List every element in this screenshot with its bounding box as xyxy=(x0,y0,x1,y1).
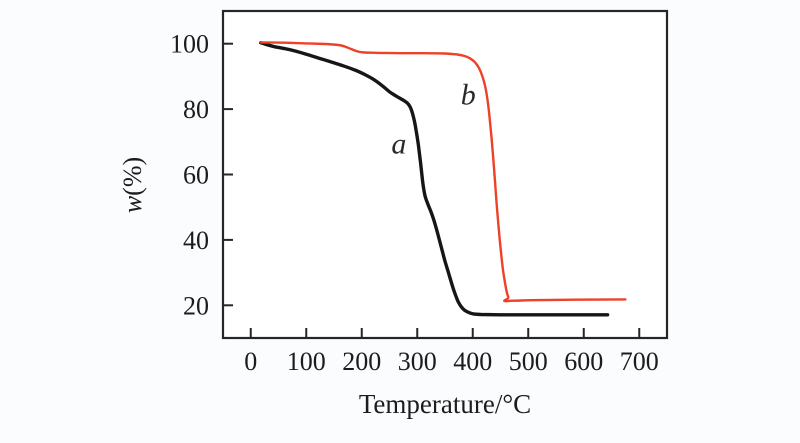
x-tick-label: 400 xyxy=(453,347,492,376)
y-tick-label: 40 xyxy=(183,226,209,255)
curve-b xyxy=(259,41,627,303)
y-axis-ticks: 20 40 60 80 100 xyxy=(170,30,233,320)
curves xyxy=(259,41,627,317)
x-tick-label: 0 xyxy=(244,347,257,376)
x-axis-ticks: 0 100 200 300 400 500 600 700 xyxy=(244,328,659,376)
x-tick-label: 700 xyxy=(620,347,659,376)
x-tick-label: 200 xyxy=(342,347,381,376)
y-tick-label: 100 xyxy=(170,30,209,59)
x-tick-label: 100 xyxy=(287,347,326,376)
x-tick-label: 300 xyxy=(398,347,437,376)
curve-label-a: a xyxy=(391,127,406,160)
curve-a xyxy=(259,41,610,317)
y-axis-title-symbol: w xyxy=(118,195,147,213)
x-axis-title: Temperature/°C xyxy=(359,389,531,419)
curve-label-b: b xyxy=(461,78,476,111)
x-tick-label: 600 xyxy=(564,347,603,376)
y-tick-label: 60 xyxy=(183,161,209,190)
y-axis-title-suffix: (%) xyxy=(118,157,147,196)
x-tick-label: 500 xyxy=(509,347,548,376)
curve-labels: ab xyxy=(391,78,475,160)
plot-frame xyxy=(221,9,669,340)
y-tick-label: 20 xyxy=(183,291,209,320)
y-axis-title: w(%) xyxy=(118,157,147,213)
y-tick-label: 80 xyxy=(183,95,209,124)
